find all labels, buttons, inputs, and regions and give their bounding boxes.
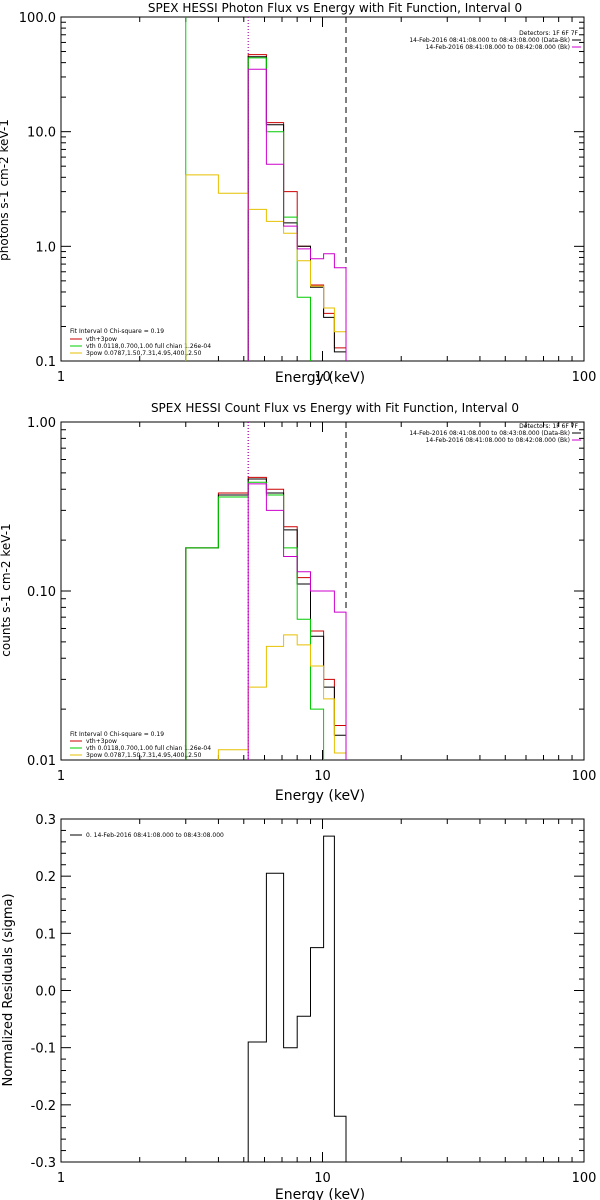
y-axis-label: photons s-1 cm-2 keV-1 (0, 119, 11, 261)
plot-frame (60, 818, 585, 1163)
legend-left-entry: 0. 14-Feb-2016 08:41:08.000 to 08:43:08.… (86, 832, 224, 839)
y-axis-label: counts s-1 cm-2 keV-1 (0, 523, 13, 656)
x-axis-label: Energy (keV) (275, 370, 365, 386)
series-bk (247, 483, 347, 760)
panel-title: SPEX HESSI Photon Flux vs Energy with Fi… (148, 1, 522, 15)
x-tick-label: 1 (57, 370, 65, 385)
x-tick-label: 10 (314, 370, 331, 385)
detectors-label: Detectors: 1F 6F 7F (519, 423, 578, 430)
detectors-label: Detectors: 1F 6F 7F (519, 30, 578, 37)
x-tick-label: 1 (57, 1171, 65, 1186)
fit-info: Fit Interval 0 Chi-square = 0.19 (70, 328, 164, 335)
y-tick-label: 0.2 (35, 870, 56, 885)
residuals-panel: Normalized Residuals (sigma) Energy (keV… (1, 832, 365, 1200)
y-tick-label: 10.0 (27, 126, 56, 141)
legend-right-entry: 14-Feb-2016 08:41:08.000 to 08:43:08.000… (409, 37, 570, 44)
count-flux-panel: SPEX HESSI Count Flux vs Energy with Fit… (0, 401, 579, 804)
panel-title: SPEX HESSI Count Flux vs Energy with Fit… (151, 401, 519, 415)
series-3pow (217, 634, 347, 760)
series-vth-3pow (185, 476, 347, 760)
y-tick-label: -0.2 (31, 1099, 56, 1114)
legend-right-entry: 14-Feb-2016 08:41:08.000 to 08:42:08.000… (426, 437, 570, 444)
y-tick-label: -0.1 (31, 1042, 56, 1057)
series-vth-3pow (247, 54, 347, 361)
y-tick-label: -0.3 (31, 1156, 56, 1171)
series-data (185, 478, 347, 760)
y-axis-label: Normalized Residuals (sigma) (1, 893, 16, 1086)
y-tick-label: 100.0 (19, 11, 56, 26)
y-tick-label: 0.1 (35, 355, 56, 370)
series-3pow (185, 174, 347, 361)
y-tick-label: 1.00 (27, 416, 56, 431)
series-residuals (247, 835, 347, 1162)
y-tick-label: 0.01 (27, 754, 56, 769)
y-tick-label: 0.3 (35, 813, 56, 828)
x-axis-label: Energy (keV) (275, 1187, 365, 1200)
series-bk (247, 68, 347, 361)
plot-frame (60, 16, 585, 362)
x-tick-label: 10 (314, 769, 331, 784)
x-tick-label: 100 (572, 769, 597, 784)
legend-left-entry: vth 0.0118,0.700,1.00 full chian 1.26e-0… (86, 343, 211, 350)
y-tick-label: 0.10 (27, 585, 56, 600)
legend-left-entry: vth+3pow (86, 336, 117, 343)
x-tick-label: 100 (572, 370, 597, 385)
y-tick-label: 0.0 (35, 985, 56, 1000)
legend-right-entry: 14-Feb-2016 08:41:08.000 to 08:42:08.000… (426, 44, 570, 51)
y-tick-label: 1.0 (35, 240, 56, 255)
legend-left-entry: 3pow 0.0787,1.50,7.31,4.95,400.,2.50 (86, 350, 202, 357)
legend-right-entry: 14-Feb-2016 08:41:08.000 to 08:43:08.000… (409, 430, 570, 437)
x-axis-label: Energy (keV) (275, 788, 365, 804)
fit-info: Fit Interval 0 Chi-square = 0.19 (70, 731, 164, 738)
legend-left-entry: 3pow 0.0787,1.50,7.31,4.95,400.,2.50 (86, 752, 202, 759)
x-tick-label: 1 (57, 769, 65, 784)
legend-left-entry: vth 0.0118,0.700,1.00 full chian 1.26e-0… (86, 745, 211, 752)
legend-left-entry: vth+3pow (86, 738, 117, 745)
photon-flux-panel: SPEX HESSI Photon Flux vs Energy with Fi… (0, 1, 579, 386)
y-tick-label: 0.1 (35, 927, 56, 942)
x-tick-label: 10 (314, 1171, 331, 1186)
x-tick-label: 100 (572, 1171, 597, 1186)
series-vth (185, 481, 347, 760)
